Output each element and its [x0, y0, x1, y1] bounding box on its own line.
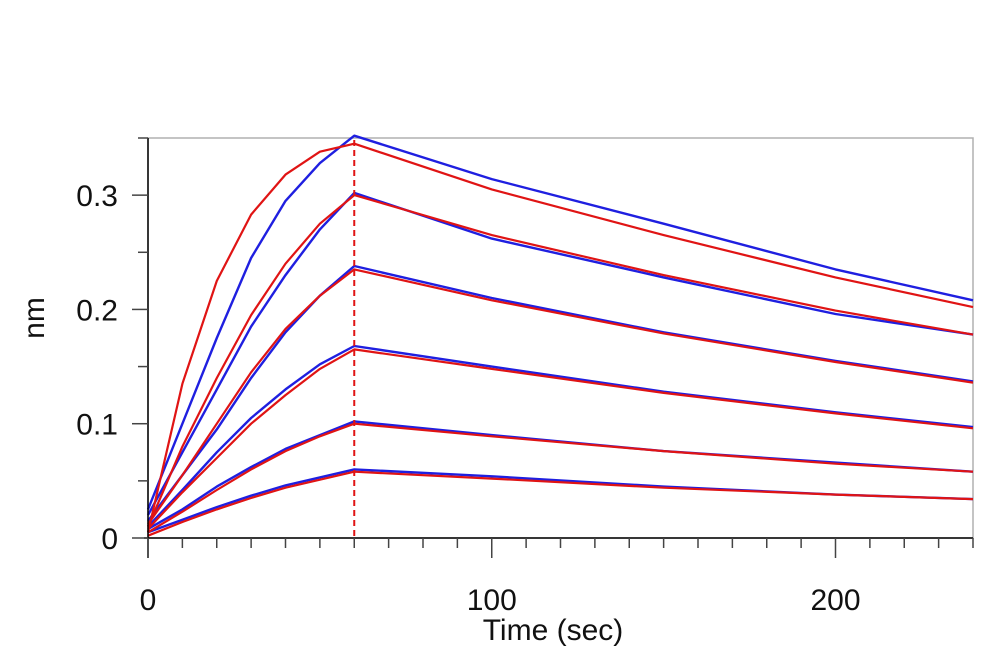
fit-curve-3: [147, 268, 974, 525]
fit-curve-2: [146, 194, 974, 528]
measured-curve-2: [146, 191, 974, 516]
x-tick-label: 100: [467, 584, 517, 617]
y-tick-label: 0: [101, 523, 118, 556]
y-axis-label: nm: [18, 297, 51, 339]
axes-layer: 0 100 200 0 0.1 0.2 0.3: [76, 137, 974, 617]
fit-curve-5: [147, 422, 974, 534]
measured-curve-4: [147, 344, 974, 528]
fit-curve-1: [146, 142, 974, 533]
measured-curve-1: [146, 134, 974, 510]
fit-curve-6: [147, 470, 974, 537]
x-tick-label: 200: [810, 584, 860, 617]
y-tick-label: 0.1: [76, 409, 118, 442]
x-tick-label: 0: [140, 584, 157, 617]
plot-area: [147, 137, 974, 539]
series-layer: [146, 134, 974, 537]
y-tick-label: 0.3: [76, 180, 118, 213]
x-axis-label: Time (sec): [483, 614, 624, 647]
y-tick-label: 0.2: [76, 294, 118, 327]
fit-curve-4: [147, 348, 974, 530]
